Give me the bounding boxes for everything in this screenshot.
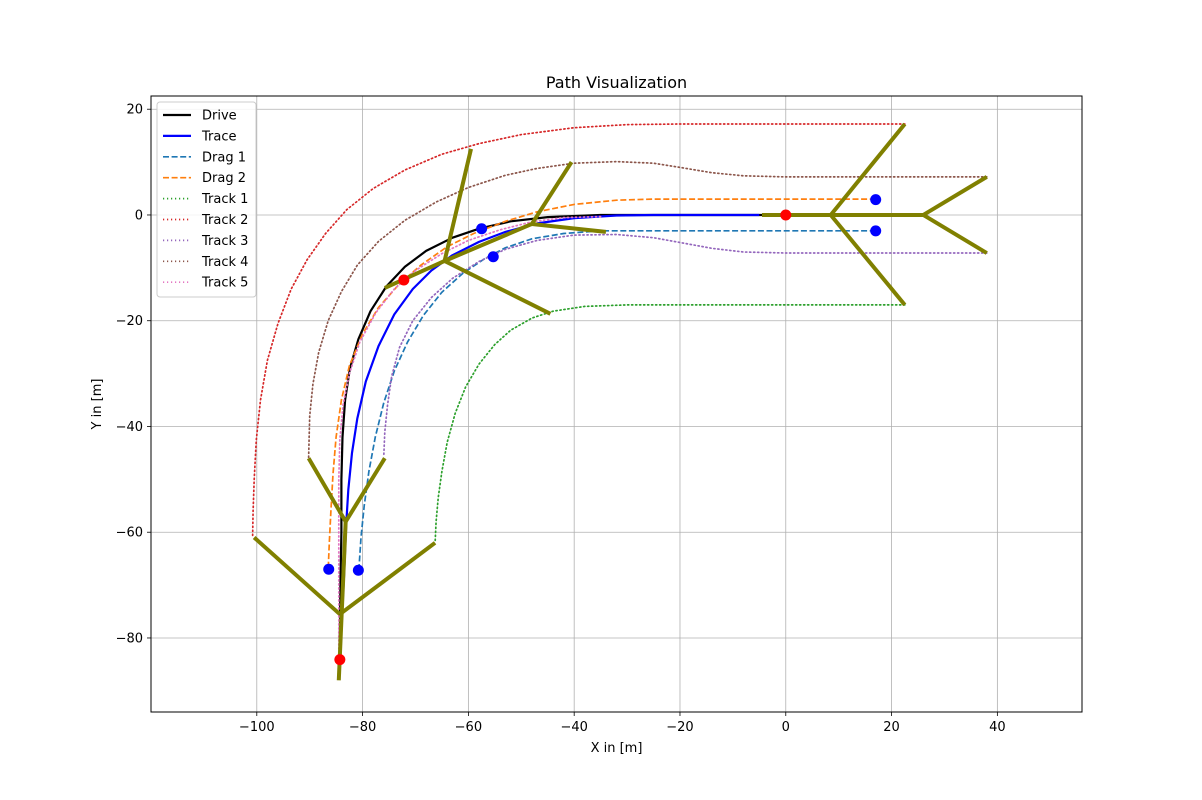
branch-segment — [383, 259, 446, 290]
y-tick-label: −60 — [116, 526, 143, 541]
blue-marker — [323, 563, 335, 575]
y-tick-label: −20 — [116, 314, 143, 329]
x-tick-label: 20 — [883, 720, 900, 735]
branch-segment — [829, 213, 907, 307]
x-axis-title: X in [m] — [591, 741, 643, 756]
legend-label: Drag 2 — [202, 171, 246, 186]
olive-branch-lines — [252, 122, 988, 681]
legend-label: Track 5 — [201, 276, 248, 291]
series-line-track-3 — [382, 233, 988, 457]
legend: Drive Trace Drag 1 Drag 2 Track 1 Track 2 Trac… — [156, 101, 257, 298]
branch-segment — [829, 122, 907, 217]
chart-title: Path Visualization — [546, 73, 687, 92]
blue-marker — [870, 194, 882, 206]
legend-label: Track 3 — [201, 234, 248, 249]
branch-segment — [336, 521, 348, 681]
branch-segment — [531, 221, 607, 234]
series-line-track-1 — [434, 304, 906, 544]
point-markers — [323, 194, 882, 666]
branch-segment — [443, 222, 533, 263]
branch-segment — [442, 148, 473, 262]
x-tick-label: −20 — [666, 720, 693, 735]
y-tick-label: −40 — [116, 420, 143, 435]
legend-label: Track 4 — [201, 255, 248, 270]
blue-marker — [476, 223, 488, 235]
branch-segment — [306, 457, 348, 523]
axis-ticks: −100 −80 −60 −40 −20 0 20 40 −80 −60 −40 −20 0 20 — [116, 103, 1006, 735]
red-marker — [780, 209, 792, 221]
legend-label: Drive — [202, 109, 237, 124]
branch-segment — [443, 259, 552, 316]
series-line-trace — [338, 213, 760, 660]
x-tick-label: −100 — [239, 720, 275, 735]
branch-segment — [338, 541, 437, 616]
red-marker — [334, 654, 346, 666]
x-tick-label: −60 — [455, 720, 482, 735]
x-tick-label: 40 — [989, 720, 1006, 735]
y-axis-title: Y in [m] — [90, 379, 105, 431]
legend-label: Track 1 — [201, 192, 248, 207]
series-line-drag-1 — [358, 229, 876, 570]
series-line-drag-2 — [327, 198, 876, 570]
legend-label: Drag 1 — [202, 150, 246, 165]
legend-label: Track 2 — [201, 213, 248, 228]
branch-segment — [922, 175, 988, 217]
blue-marker — [870, 225, 882, 237]
y-tick-label: 0 — [135, 208, 143, 223]
grid-lines — [151, 96, 1082, 712]
series-line-track-2 — [251, 123, 906, 539]
branch-segment — [922, 213, 988, 255]
y-tick-label: −80 — [116, 631, 143, 646]
blue-marker — [487, 251, 499, 263]
blue-marker — [352, 564, 364, 576]
plot-frame — [150, 95, 1083, 713]
x-tick-label: −40 — [560, 720, 587, 735]
branch-segment — [252, 536, 342, 616]
x-tick-label: −80 — [349, 720, 376, 735]
red-marker — [398, 274, 410, 286]
legend-box — [156, 101, 257, 298]
legend-label: Trace — [201, 129, 237, 144]
x-tick-label: 0 — [782, 720, 790, 735]
branch-segment — [343, 457, 387, 523]
series-line-track-4 — [307, 160, 988, 460]
series-line-track-5 — [337, 215, 602, 650]
y-tick-label: 20 — [126, 103, 143, 118]
branch-segment — [530, 161, 574, 226]
